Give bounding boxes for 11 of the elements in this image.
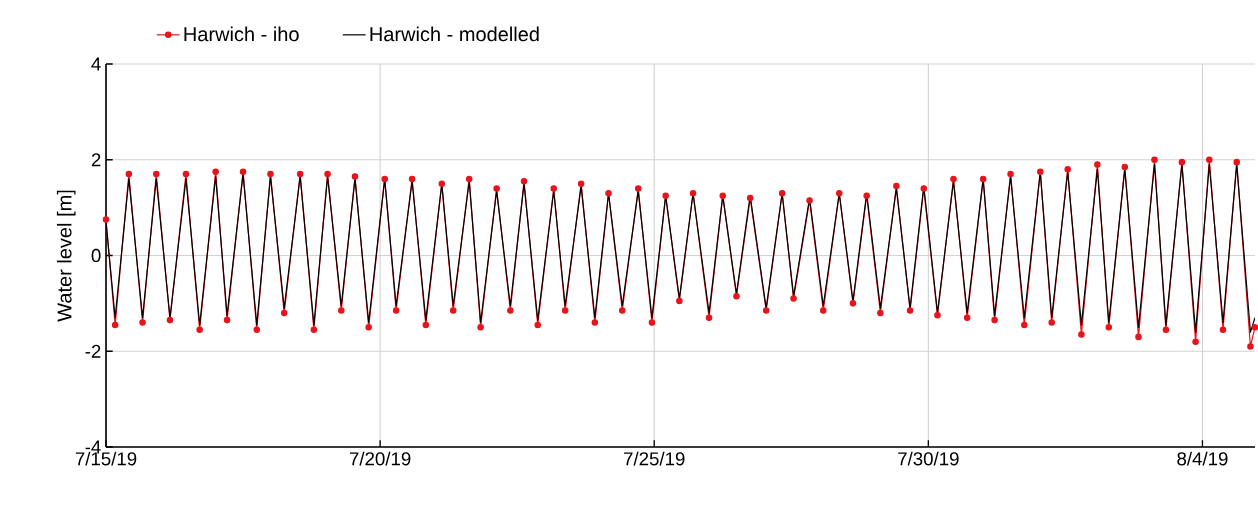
x-tick-label: 8/4/19 bbox=[1177, 451, 1228, 466]
x-tick-label: 7/20/19 bbox=[349, 451, 411, 466]
x-tick-label: 7/30/19 bbox=[898, 451, 959, 466]
y-tick-label: 0 bbox=[91, 248, 101, 263]
legend-label: Harwich - modelled bbox=[370, 26, 539, 42]
y-tick-label: -2 bbox=[85, 344, 101, 358]
legend-label: Harwich - iho bbox=[184, 26, 299, 42]
y-axis-title: Water level [m] bbox=[56, 190, 76, 322]
x-tick-label: 7/25/19 bbox=[624, 451, 685, 466]
y-tick-label: 4 bbox=[91, 57, 101, 71]
y-tick-label: 2 bbox=[91, 153, 101, 167]
